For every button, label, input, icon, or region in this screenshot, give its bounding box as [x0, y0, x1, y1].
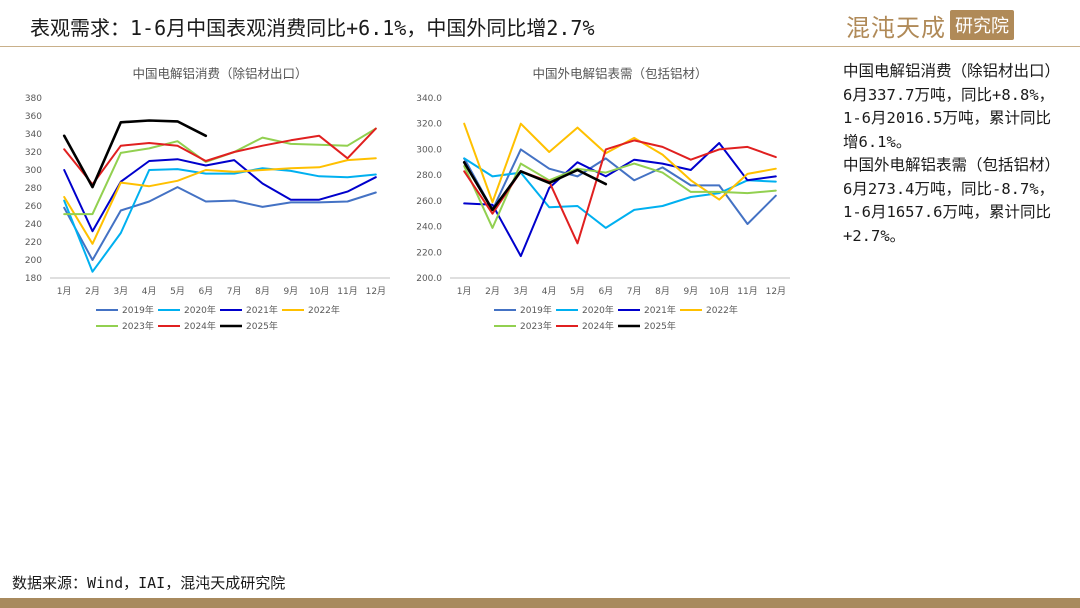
- title-divider: [0, 46, 1080, 47]
- summary-panel: 中国电解铝消费（除铝材出口）6月337.7万吨，同比+8.8%，1-6月2016…: [843, 60, 1058, 248]
- y-tick-label: 200: [25, 256, 42, 266]
- x-tick-label: 4月: [542, 286, 557, 297]
- series-line-2025年: [462, 161, 608, 212]
- logo-main-text: 混沌天成: [846, 13, 946, 42]
- summary-china: 中国电解铝消费（除铝材出口）6月337.7万吨，同比+8.8%，1-6月2016…: [843, 62, 1055, 151]
- footer-bar: [0, 598, 1080, 608]
- x-tick-label: 12月: [766, 286, 786, 297]
- y-tick-label: 340.0: [416, 94, 442, 104]
- series-line-2024年: [63, 127, 377, 186]
- y-tick-label: 180: [25, 274, 42, 284]
- y-tick-label: 220: [25, 238, 42, 248]
- y-tick-label: 280.0: [416, 171, 442, 181]
- y-tick-label: 220.0: [416, 248, 442, 258]
- legend-label: 2025年: [246, 320, 278, 332]
- legend-label: 2020年: [184, 304, 216, 316]
- logo-box-text: 研究院: [950, 10, 1014, 40]
- x-tick-label: 8月: [255, 286, 270, 297]
- x-tick-label: 6月: [198, 286, 213, 297]
- chart-svg: 中国电解铝消费（除铝材出口） 180 200 220 240 260 280 300 320 34…: [25, 66, 390, 332]
- y-tick-label: 260: [25, 202, 42, 212]
- legend-label: 2024年: [582, 320, 614, 332]
- y-tick-label: 260.0: [416, 197, 442, 207]
- legend-label: 2022年: [308, 304, 340, 316]
- x-tick-label: 9月: [683, 286, 698, 297]
- legend-label: 2019年: [520, 304, 552, 316]
- y-tick-label: 320.0: [416, 120, 442, 130]
- brand-logo: 混沌天成 研究院: [846, 9, 1014, 42]
- chart-title: 中国外电解铝表需（包括铝材）: [532, 66, 707, 81]
- x-tick-label: 5月: [570, 286, 585, 297]
- x-tick-label: 5月: [170, 286, 185, 297]
- legend-label: 2025年: [644, 320, 676, 332]
- x-tick-label: 6月: [598, 286, 613, 297]
- y-tick-label: 380: [25, 94, 42, 104]
- legend-label: 2019年: [122, 304, 154, 316]
- x-tick-label: 2月: [485, 286, 500, 297]
- y-tick-label: 300: [25, 166, 42, 176]
- chart-china-consumption: 中国电解铝消费（除铝材出口） 180 200 220 240 260 280 300 320 34…: [0, 52, 400, 342]
- chart-exchina-demand: 中国外电解铝表需（包括铝材） 200.0 220.0 240.0 260.0 280.0 3…: [400, 52, 800, 342]
- y-tick-label: 240.0: [416, 223, 442, 233]
- series-line-2025年: [62, 119, 208, 189]
- x-tick-label: 8月: [655, 286, 670, 297]
- y-tick-label: 340: [25, 130, 42, 140]
- source-note: 数据来源：Wind，IAI，混沌天成研究院: [12, 574, 286, 592]
- x-tick-label: 3月: [113, 286, 128, 297]
- legend-label: 2023年: [122, 320, 154, 332]
- y-tick-label: 200.0: [416, 274, 442, 284]
- x-tick-label: 7月: [627, 286, 642, 297]
- chart-svg: 中国外电解铝表需（包括铝材） 200.0 220.0 240.0 260.0 280.0 3…: [416, 66, 790, 332]
- series-line-2021年: [63, 158, 377, 233]
- x-tick-label: 9月: [283, 286, 298, 297]
- y-tick-label: 280: [25, 184, 42, 194]
- legend-label: 2021年: [246, 304, 278, 316]
- series-line-2022年: [463, 122, 777, 204]
- x-tick-label: 12月: [366, 286, 386, 297]
- y-tick-label: 240: [25, 220, 42, 230]
- x-tick-label: 4月: [142, 286, 157, 297]
- series-line-2020年: [63, 167, 377, 273]
- legend-label: 2022年: [706, 304, 738, 316]
- x-tick-label: 11月: [337, 286, 357, 297]
- slide-title: 表观需求：1-6月中国表观消费同比+6.1%，中国外同比增2.7%: [30, 16, 595, 40]
- y-tick-label: 360: [25, 112, 42, 122]
- x-tick-label: 3月: [513, 286, 528, 297]
- x-tick-label: 7月: [227, 286, 242, 297]
- x-tick-label: 1月: [457, 286, 472, 297]
- legend-label: 2020年: [582, 304, 614, 316]
- x-tick-label: 10月: [309, 286, 329, 297]
- summary-exchina: 中国外电解铝表需（包括铝材）6月273.4万吨，同比-8.7%，1-6月1657…: [843, 156, 1055, 245]
- x-tick-label: 2月: [85, 286, 100, 297]
- y-tick-label: 300.0: [416, 145, 442, 155]
- x-tick-label: 11月: [737, 286, 757, 297]
- x-tick-label: 10月: [709, 286, 729, 297]
- y-tick-label: 320: [25, 148, 42, 158]
- series-line-2019年: [63, 186, 377, 261]
- series-line-2023年: [463, 162, 777, 229]
- x-tick-label: 1月: [57, 286, 72, 297]
- legend-label: 2021年: [644, 304, 676, 316]
- series-line-2022年: [63, 157, 377, 245]
- chart-title: 中国电解铝消费（除铝材出口）: [132, 66, 307, 81]
- legend-label: 2024年: [184, 320, 216, 332]
- legend-label: 2023年: [520, 320, 552, 332]
